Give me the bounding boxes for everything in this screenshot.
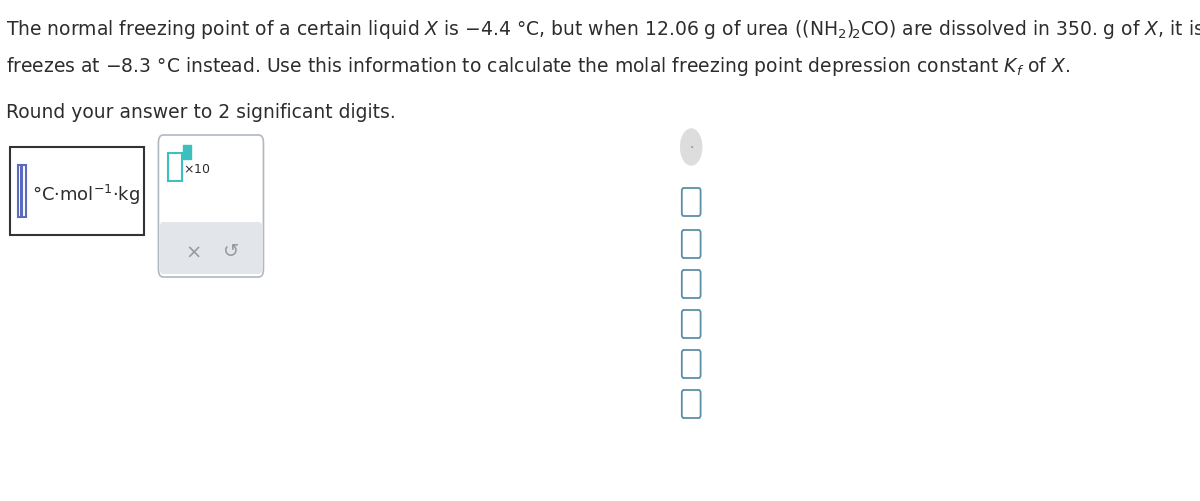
Bar <box>184 146 191 160</box>
Text: freezes at $-$8.3 °C instead. Use this information to calculate the molal freezi: freezes at $-$8.3 °C instead. Use this i… <box>6 55 1070 78</box>
FancyBboxPatch shape <box>682 271 701 299</box>
Text: °C·mol$^{-1}$·kg: °C·mol$^{-1}$·kg <box>32 182 140 206</box>
Bar <box>10 148 144 235</box>
Text: The normal freezing point of a certain liquid $X$ is $-$4.4 °C, but when 12.06 g: The normal freezing point of a certain l… <box>6 18 1200 41</box>
FancyBboxPatch shape <box>682 311 701 338</box>
Bar <box>18 166 22 217</box>
Text: $\times$10: $\times$10 <box>184 163 211 176</box>
FancyBboxPatch shape <box>160 222 263 275</box>
Text: $\times$: $\times$ <box>185 242 200 261</box>
FancyBboxPatch shape <box>682 188 701 216</box>
FancyBboxPatch shape <box>682 350 701 378</box>
Bar <box>168 154 182 182</box>
Text: ↺: ↺ <box>223 242 240 261</box>
Text: Round your answer to 2 significant digits.: Round your answer to 2 significant digit… <box>6 103 396 122</box>
Bar <box>22 166 26 217</box>
FancyBboxPatch shape <box>682 230 701 259</box>
FancyBboxPatch shape <box>158 136 264 278</box>
FancyBboxPatch shape <box>682 390 701 418</box>
Circle shape <box>680 130 702 166</box>
Text: ·: · <box>689 141 694 155</box>
